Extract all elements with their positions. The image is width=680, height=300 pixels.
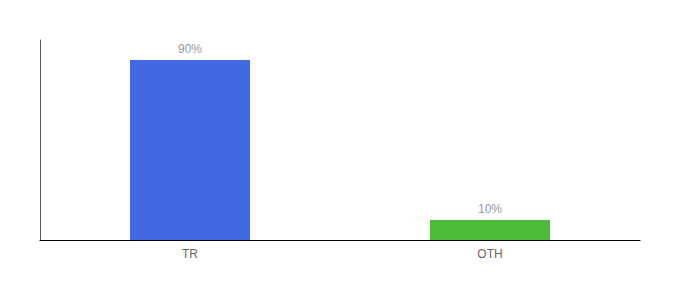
svg-text:90%: 90%: [178, 42, 202, 56]
svg-text:TR: TR: [182, 247, 198, 261]
svg-text:OTH: OTH: [477, 247, 502, 261]
svg-text:10%: 10%: [478, 202, 502, 216]
